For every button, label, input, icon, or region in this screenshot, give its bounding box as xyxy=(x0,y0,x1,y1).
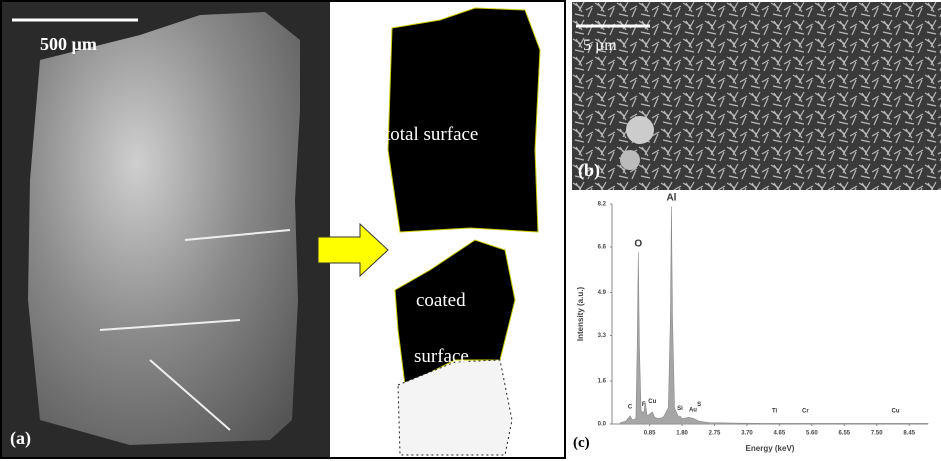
y-tick-label: 3.3 xyxy=(598,333,607,339)
y-tick-label: 1.6 xyxy=(598,379,607,385)
peak-label: Au xyxy=(689,407,697,413)
y-tick-label: 4.9 xyxy=(598,290,607,296)
panel-label: (a) xyxy=(10,428,31,449)
x-tick-label: 7.50 xyxy=(871,431,883,437)
peak-label: O xyxy=(634,238,642,249)
scale-bar-label: 500 µm xyxy=(40,34,97,54)
peak-label: Ti xyxy=(772,409,778,415)
peak-label: C xyxy=(628,405,633,411)
peak-label: Al xyxy=(666,193,676,204)
y-tick-label: 6.6 xyxy=(598,245,607,251)
x-tick-label: 5.60 xyxy=(806,431,818,437)
y-tick-label: 8.2 xyxy=(598,202,607,208)
peak-label: Si xyxy=(677,406,683,412)
spectrum xyxy=(621,207,928,424)
panel-b: 5 µm (b) xyxy=(572,2,941,190)
peak-label: Cr xyxy=(802,409,809,415)
x-tick-label: 8.45 xyxy=(903,431,915,437)
panel-label: (b) xyxy=(578,160,600,181)
peak-label: Cu xyxy=(892,409,900,415)
y-axis-title: Intensity (a.u.) xyxy=(576,287,585,342)
x-tick-label: 4.65 xyxy=(774,431,786,437)
peak-label: F xyxy=(642,402,646,408)
panel-label: (c) xyxy=(573,435,590,451)
peak-label: S xyxy=(697,402,701,408)
y-tick-label: 0.0 xyxy=(598,422,607,428)
x-tick-label: 0.85 xyxy=(644,431,656,437)
scale-bar-label: 5 µm xyxy=(583,37,617,54)
figure: 500 µm (a) total surface coated surface … xyxy=(0,0,941,461)
x-tick-label: 6.55 xyxy=(838,431,850,437)
x-axis-title: Energy (keV) xyxy=(746,444,795,453)
x-tick-label: 2.75 xyxy=(709,431,721,437)
x-tick-label: 3.70 xyxy=(741,431,753,437)
x-tick-label: 1.80 xyxy=(676,431,688,437)
peak-label: Cu xyxy=(648,399,656,405)
segment-label: coated xyxy=(416,290,466,311)
segment-label: surface xyxy=(414,346,469,367)
chart: (c) Energy (keV) Intensity (a.u.) xyxy=(573,287,795,453)
segment-label: total surface xyxy=(385,124,478,145)
